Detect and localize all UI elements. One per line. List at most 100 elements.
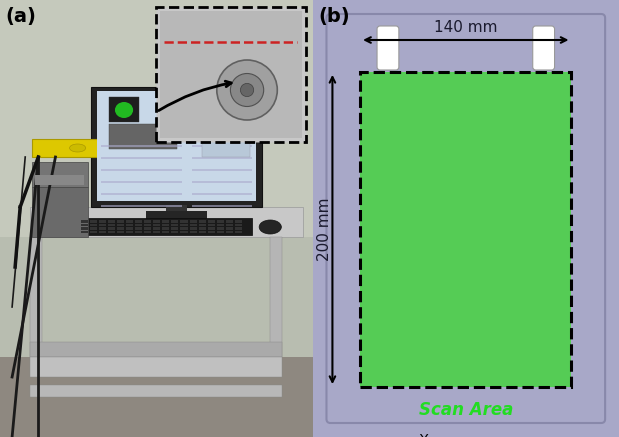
Bar (101, 181, 181, 183)
Bar (171, 220, 178, 222)
Bar (0, 357, 313, 437)
Bar (154, 220, 160, 222)
Bar (167, 205, 186, 217)
Bar (171, 223, 178, 226)
Bar (146, 211, 207, 219)
Bar (162, 220, 170, 222)
Bar (217, 230, 224, 233)
Bar (235, 223, 242, 226)
Bar (0, 0, 313, 237)
Bar (117, 223, 124, 226)
Bar (90, 223, 97, 226)
Bar (208, 220, 215, 222)
Bar (30, 237, 42, 357)
Bar (171, 230, 178, 233)
Bar (199, 220, 206, 222)
Bar (90, 227, 97, 229)
Bar (226, 227, 233, 229)
Bar (101, 205, 181, 207)
Bar (80, 223, 88, 226)
Bar (35, 175, 84, 185)
Circle shape (217, 60, 277, 120)
Bar (30, 385, 282, 397)
Bar (99, 230, 106, 233)
Bar (154, 223, 160, 226)
Text: Y: Y (418, 433, 427, 437)
Bar (217, 220, 224, 222)
Bar (226, 230, 233, 233)
Bar (192, 193, 252, 195)
Bar (101, 145, 181, 147)
Bar (32, 139, 123, 157)
Bar (360, 72, 571, 387)
Bar (199, 227, 206, 229)
Bar (202, 127, 250, 157)
Ellipse shape (115, 102, 133, 118)
Bar (217, 227, 224, 229)
Bar (189, 227, 197, 229)
Bar (108, 223, 115, 226)
Bar (108, 220, 115, 222)
Bar (117, 230, 124, 233)
Bar (76, 218, 252, 235)
Bar (208, 230, 215, 233)
Bar (101, 193, 181, 195)
Bar (162, 223, 170, 226)
Bar (144, 227, 151, 229)
Bar (126, 220, 133, 222)
Bar (30, 207, 303, 237)
Bar (208, 227, 215, 229)
Bar (99, 227, 106, 229)
Bar (192, 181, 252, 183)
Bar (181, 223, 188, 226)
Bar (217, 223, 224, 226)
Bar (271, 237, 282, 357)
Bar (235, 230, 242, 233)
Bar (181, 220, 188, 222)
Bar (101, 169, 181, 171)
Bar (192, 169, 252, 171)
Bar (101, 157, 181, 159)
FancyBboxPatch shape (326, 14, 605, 423)
Bar (192, 157, 252, 159)
Bar (181, 230, 188, 233)
Bar (80, 227, 88, 229)
Bar (30, 357, 282, 377)
Bar (181, 227, 188, 229)
Bar (126, 223, 133, 226)
Bar (235, 220, 242, 222)
Bar (199, 230, 206, 233)
Bar (90, 220, 97, 222)
Bar (135, 223, 142, 226)
Bar (192, 205, 252, 207)
Bar (80, 220, 88, 222)
Bar (32, 162, 88, 187)
Ellipse shape (259, 220, 281, 234)
Bar (109, 97, 139, 122)
Bar (171, 227, 178, 229)
Bar (108, 230, 115, 233)
Bar (108, 227, 115, 229)
Bar (226, 223, 233, 226)
Bar (154, 227, 160, 229)
Bar (30, 342, 282, 357)
Ellipse shape (69, 144, 85, 152)
Bar (97, 91, 256, 201)
Text: 140 mm: 140 mm (434, 20, 498, 35)
Bar (208, 223, 215, 226)
Bar (117, 227, 124, 229)
Bar (91, 87, 262, 207)
Bar (189, 223, 197, 226)
Bar (135, 220, 142, 222)
Bar (80, 230, 88, 233)
Bar (101, 92, 181, 157)
Text: (a): (a) (5, 7, 36, 26)
Bar (135, 227, 142, 229)
Bar (189, 230, 197, 233)
Bar (144, 230, 151, 233)
Text: Scan Area: Scan Area (418, 401, 513, 419)
Bar (99, 223, 106, 226)
Bar (144, 223, 151, 226)
Bar (162, 230, 170, 233)
FancyBboxPatch shape (377, 26, 399, 70)
